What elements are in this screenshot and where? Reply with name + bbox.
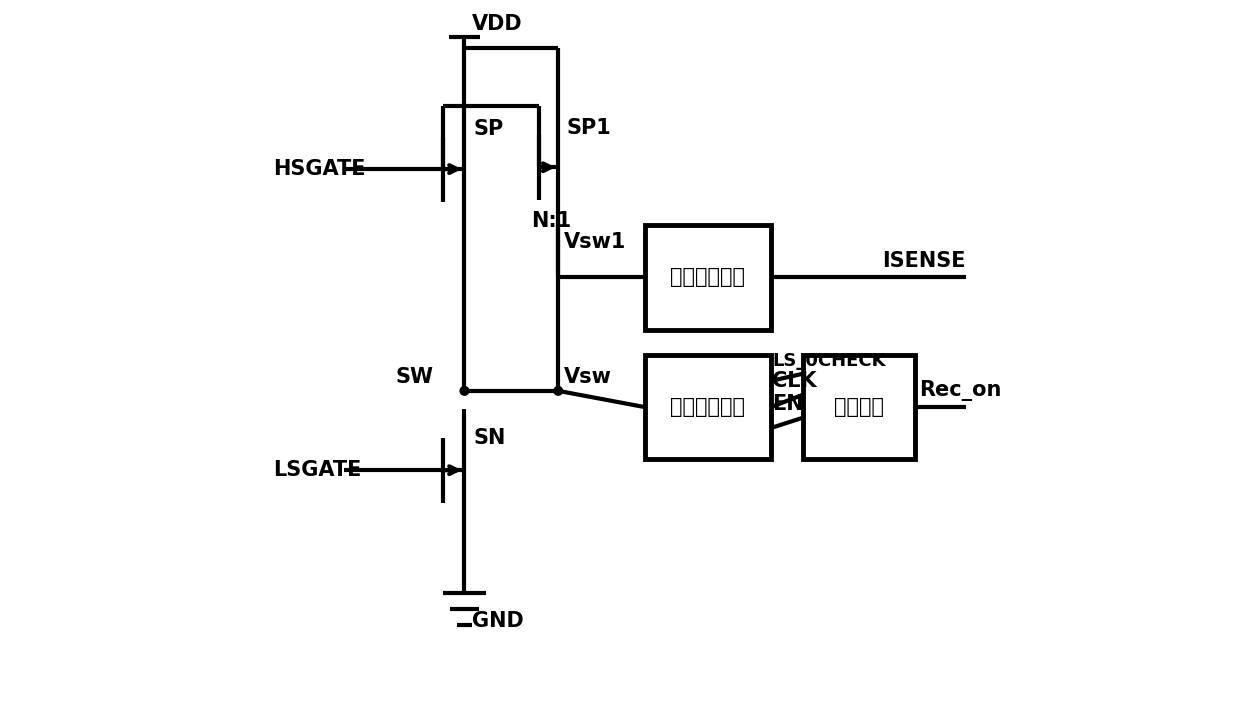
Circle shape bbox=[554, 387, 563, 395]
Text: 电流过零检测: 电流过零检测 bbox=[670, 397, 746, 417]
Text: SW: SW bbox=[396, 367, 434, 387]
Bar bbox=[803, 355, 916, 459]
Text: Vsw: Vsw bbox=[564, 367, 612, 387]
Bar bbox=[644, 225, 771, 329]
Text: EN: EN bbox=[772, 394, 804, 414]
Text: Rec_on: Rec_on bbox=[919, 380, 1001, 401]
Text: 过零计数: 过零计数 bbox=[834, 397, 885, 417]
Text: HSGATE: HSGATE bbox=[274, 159, 366, 179]
Text: LS_0CHECK: LS_0CHECK bbox=[772, 352, 886, 370]
Text: SP: SP bbox=[473, 119, 503, 140]
Text: Vsw1: Vsw1 bbox=[564, 232, 627, 252]
Bar bbox=[644, 355, 771, 459]
Text: CLK: CLK bbox=[772, 371, 817, 391]
Text: 峰値电流检测: 峰値电流检测 bbox=[670, 267, 746, 287]
Text: LSGATE: LSGATE bbox=[274, 460, 362, 480]
Text: GND: GND bbox=[472, 611, 523, 631]
Text: SP1: SP1 bbox=[567, 117, 612, 138]
Text: N:1: N:1 bbox=[532, 211, 571, 232]
Text: SN: SN bbox=[473, 428, 506, 447]
Circle shape bbox=[460, 387, 468, 395]
Text: ISENSE: ISENSE bbox=[882, 251, 965, 272]
Text: VDD: VDD bbox=[472, 14, 523, 34]
